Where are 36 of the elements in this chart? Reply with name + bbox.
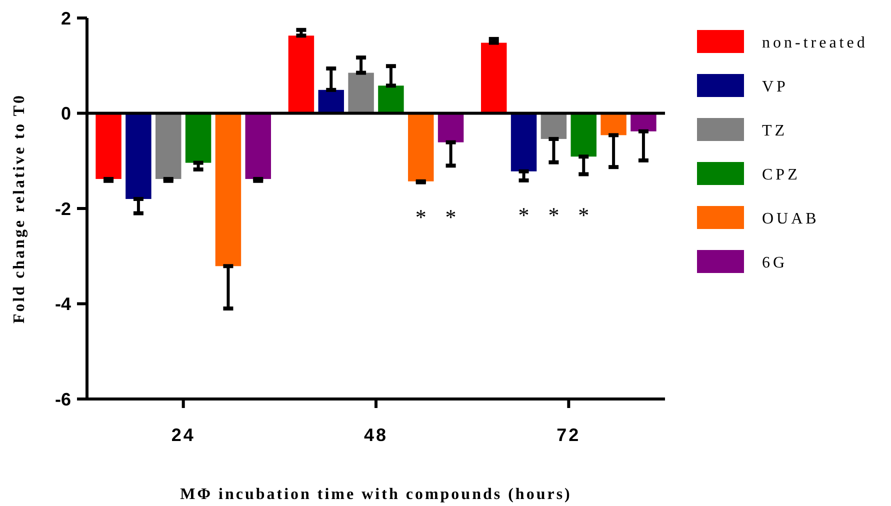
data-label: * bbox=[578, 202, 590, 228]
y-tick-label: -2 bbox=[54, 198, 71, 219]
bar bbox=[570, 113, 596, 157]
y-tick-label: -4 bbox=[54, 294, 71, 314]
x-axis-title: MΦ incubation time with compounds (hours) bbox=[180, 486, 572, 503]
legend-label: 6G bbox=[762, 254, 788, 272]
data-label: * bbox=[415, 204, 426, 230]
legend-label: TZ bbox=[762, 122, 788, 140]
data-label: * bbox=[518, 202, 530, 228]
data-label: * bbox=[548, 202, 560, 228]
data-label: * bbox=[445, 204, 456, 230]
bar bbox=[126, 113, 152, 199]
bar bbox=[215, 113, 242, 266]
x-tick-label: 72 bbox=[556, 425, 581, 445]
y-tick-label: -6 bbox=[54, 389, 71, 410]
bar bbox=[510, 113, 537, 172]
y-tick-label: 0 bbox=[60, 104, 71, 124]
x-tick-label: 48 bbox=[364, 425, 388, 445]
legend-label: VP bbox=[762, 78, 788, 96]
bar bbox=[156, 113, 182, 179]
bar bbox=[288, 36, 314, 114]
bar bbox=[96, 113, 122, 179]
bar bbox=[348, 72, 374, 114]
bar bbox=[481, 42, 507, 114]
legend-label: non-treated bbox=[762, 34, 868, 52]
bar bbox=[438, 113, 464, 142]
bar bbox=[318, 90, 344, 114]
x-tick-label: 24 bbox=[171, 425, 196, 445]
bar bbox=[378, 86, 404, 114]
bar bbox=[245, 113, 271, 179]
legend-label: OUAB bbox=[762, 210, 820, 228]
y-tick-label: 2 bbox=[60, 8, 71, 28]
bar bbox=[185, 113, 212, 163]
y-axis-title: Fold change relative to T0 bbox=[11, 93, 28, 324]
legend-label: CPZ bbox=[762, 166, 800, 184]
bar bbox=[408, 113, 434, 182]
